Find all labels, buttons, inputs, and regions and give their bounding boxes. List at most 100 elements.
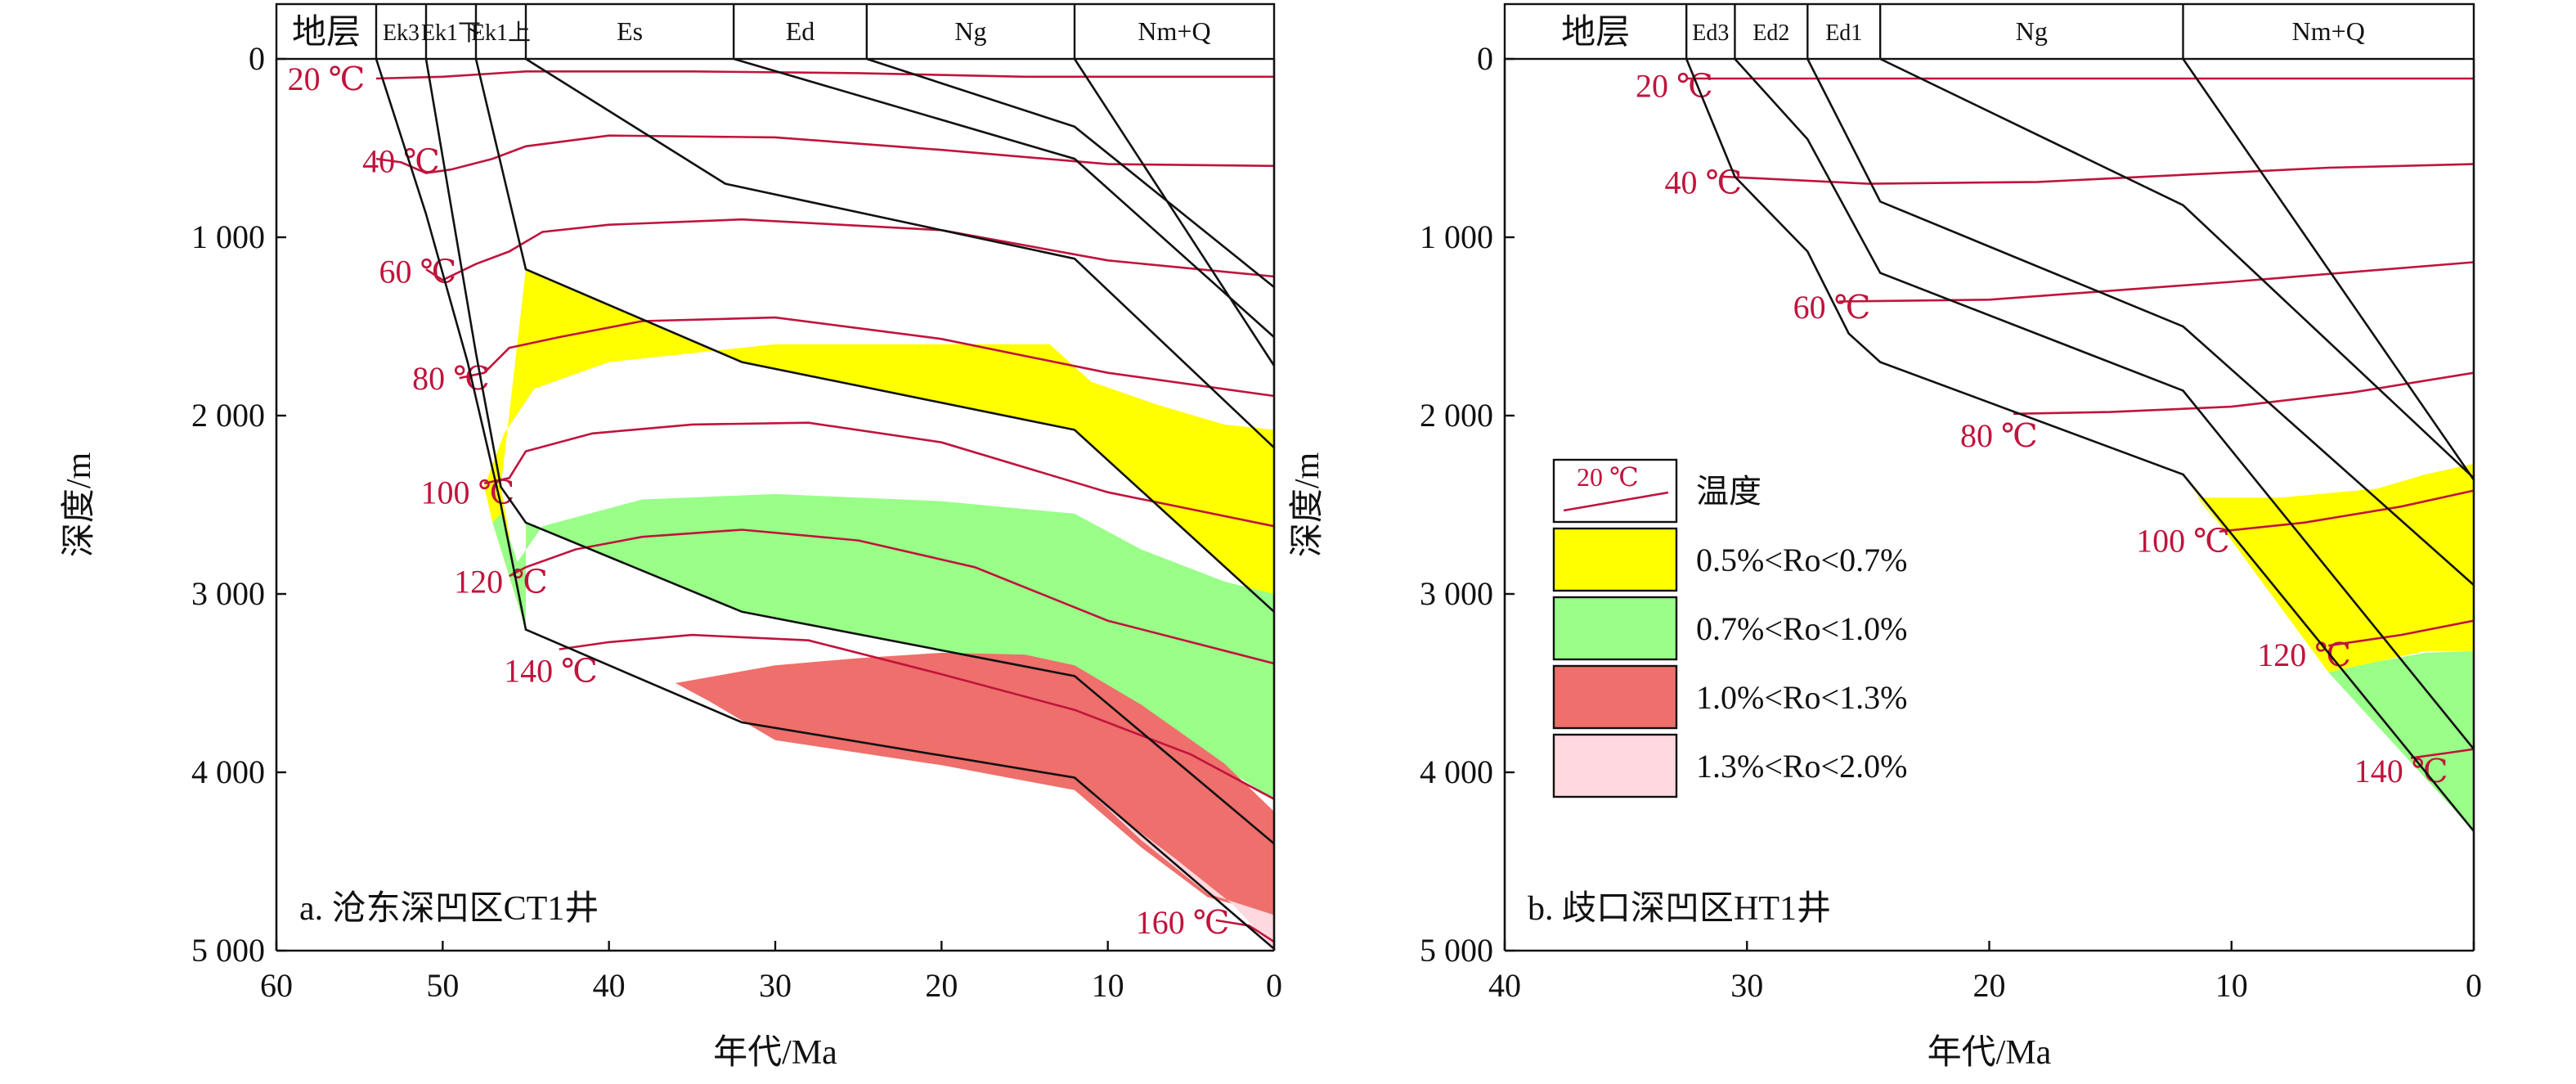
legend-item-label: 1.0%<Ro<1.3% [1696, 679, 1907, 716]
isotherm-line [559, 633, 1275, 800]
isotherm-label: 60 ℃ [379, 253, 456, 290]
isotherm-label: 140 ℃ [504, 653, 598, 690]
y-tick-label: 1 000 [1420, 218, 1493, 255]
isotherm-label: 20 ℃ [288, 61, 366, 97]
isotherm-line [375, 70, 1274, 80]
legend-item-label: 1.3%<Ro<2.0% [1696, 748, 1907, 785]
isotherm-line [2410, 748, 2475, 759]
strata-unit-label: Ek1下 [421, 20, 481, 46]
strata-unit-label: Nm+Q [1138, 16, 1210, 46]
y-tick-label: 5 000 [191, 932, 265, 969]
x-tick-label: 20 [1973, 967, 2006, 1004]
isotherm-label: 40 ℃ [1665, 164, 1743, 200]
strata-header-box [1503, 2, 2475, 61]
strata-unit-label: Ed1 [1825, 20, 1862, 46]
y-axis-title: 深度/m [61, 452, 98, 558]
x-tick-label: 0 [2466, 967, 2482, 1004]
legend-swatch [1552, 733, 1678, 798]
isotherm-label: 80 ℃ [412, 360, 490, 397]
isotherm-line [459, 316, 1275, 398]
x-axis-title: 年代/Ma [1928, 1033, 2052, 1072]
legend-item-label: 0.7%<Ro<1.0% [1696, 610, 1907, 647]
y-tick-label: 2 000 [191, 397, 265, 434]
legend: 20 ℃ 温度 0.5%<Ro<0.7% 0.7%<Ro<1.0% 1.0%<Ro<1.… [1552, 458, 1907, 798]
burial-line [2182, 58, 2475, 481]
strata-unit-label: Nm+Q [2292, 16, 2365, 46]
y-tick-label: 2 000 [1420, 397, 1493, 434]
isotherm-line [509, 529, 1275, 665]
panel-label: b. 歧口深凹区HT1井 [1528, 890, 1831, 928]
y-tick-label: 1 000 [191, 218, 265, 255]
burial-line [1073, 58, 1276, 367]
y-tick-label: 4 000 [1420, 753, 1493, 790]
maturity-zone [484, 269, 1274, 630]
isotherm-line [2219, 489, 2475, 533]
x-tick-label: 10 [1092, 967, 1124, 1004]
panel-b-chart: 20 ℃ 40 ℃ 60 ℃ 80 ℃ 100 ℃ 120 ℃ 140 ℃ 0 1 000 2 0… [1289, 2, 2482, 1072]
strata-header-label: 地层 [1561, 14, 1630, 52]
isotherm-label: 120 ℃ [2257, 636, 2351, 673]
y-tick-label: 3 000 [191, 575, 265, 612]
y-tick-label: 5 000 [1420, 932, 1493, 969]
burial-line [525, 57, 1275, 449]
maturity-zone [2183, 463, 2474, 672]
burial-line [424, 58, 1275, 845]
burial-line [1685, 58, 2475, 832]
strata-unit-label: Ed [786, 16, 815, 46]
legend-temp-swatch [1552, 458, 1678, 524]
burial-line [1879, 57, 2475, 479]
legend-item-label: 0.5%<Ro<0.7% [1696, 542, 1907, 578]
burial-line [733, 57, 1275, 339]
isotherm-label: 120 ℃ [454, 564, 548, 600]
isotherm-label: 80 ℃ [1960, 417, 2038, 454]
x-tick-label: 10 [2215, 967, 2248, 1004]
x-tick-label: 0 [1266, 967, 1282, 1004]
legend-temp-sample-label: 20 ℃ [1577, 462, 1639, 492]
y-tick-label: 3 000 [1420, 575, 1493, 612]
panel-label: a. 沧东深凹区CT1井 [299, 889, 599, 928]
burial-line [375, 58, 1275, 950]
strata-unit-label: Ed3 [1692, 20, 1729, 46]
isotherm-line [375, 134, 1275, 174]
isotherm-line [1215, 919, 1275, 943]
y-tick-label: 4 000 [191, 753, 265, 790]
x-tick-label: 30 [759, 967, 792, 1004]
isotherm-line [2328, 619, 2475, 647]
isotherm-line [2013, 371, 2475, 416]
x-tick-label: 40 [1488, 967, 1521, 1004]
legend-swatch [1552, 664, 1678, 730]
strata-unit-label: Ek3 [383, 20, 420, 46]
strata-header-label: 地层 [292, 14, 361, 52]
isotherm-label: 160 ℃ [1136, 904, 1230, 941]
y-axis-title: 深度/m [1289, 452, 1326, 558]
burial-line [474, 58, 1275, 613]
strata-unit-label: Ng [2016, 16, 2048, 46]
x-tick-label: 40 [593, 967, 626, 1004]
legend-swatch [1552, 596, 1678, 661]
isotherm-line [483, 421, 1275, 528]
legend-temp-text: 温度 [1696, 473, 1761, 510]
strata-header-box [275, 2, 1276, 61]
legend-temp-line [1563, 491, 1669, 512]
x-tick-label: 60 [260, 967, 293, 1004]
strata-unit-label: Ed2 [1752, 20, 1789, 46]
isotherm-label: 20 ℃ [1636, 68, 1713, 105]
isotherm-label: 100 ℃ [2136, 523, 2230, 560]
isotherm-line [1838, 261, 2475, 303]
x-tick-label: 50 [426, 967, 459, 1004]
x-tick-label: 30 [1730, 967, 1763, 1004]
legend-swatch [1552, 527, 1678, 592]
strata-unit-label: Es [617, 16, 643, 46]
x-tick-label: 20 [925, 967, 958, 1004]
maturity-zone [492, 493, 1274, 799]
y-tick-label: 0 [1477, 40, 1493, 77]
burial-line [1734, 58, 2475, 750]
isotherm-line [1722, 163, 2475, 185]
y-tick-label: 0 [249, 40, 265, 77]
x-axis-title: 年代/Ma [713, 1033, 837, 1072]
burial-line [866, 57, 1275, 289]
strata-unit-label: Ek1上 [471, 20, 531, 46]
isotherm-label: 60 ℃ [1793, 289, 1871, 326]
strata-unit-label: Ng [954, 16, 986, 46]
